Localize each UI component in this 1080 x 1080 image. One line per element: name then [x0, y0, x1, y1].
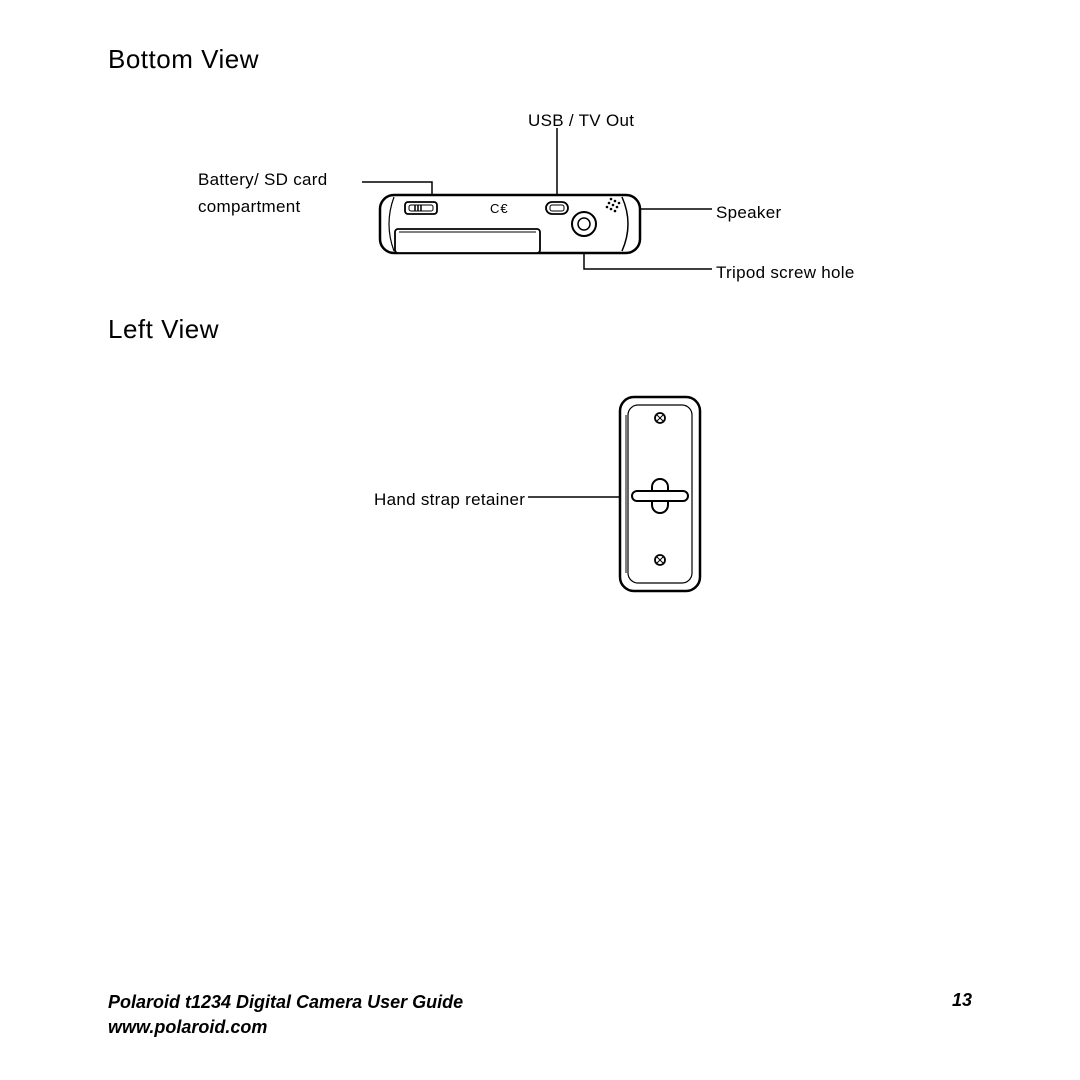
page: Bottom View USB / TV Out Battery/ SD car…	[0, 0, 1080, 1080]
diagram-left-view	[0, 0, 1080, 620]
footer-text: Polaroid t1234 Digital Camera User Guide…	[108, 990, 972, 1040]
footer-page-number: 13	[952, 990, 972, 1011]
footer-title: Polaroid t1234 Digital Camera User Guide	[108, 992, 463, 1012]
footer-url: www.polaroid.com	[108, 1017, 267, 1037]
footer: Polaroid t1234 Digital Camera User Guide…	[108, 990, 972, 1040]
